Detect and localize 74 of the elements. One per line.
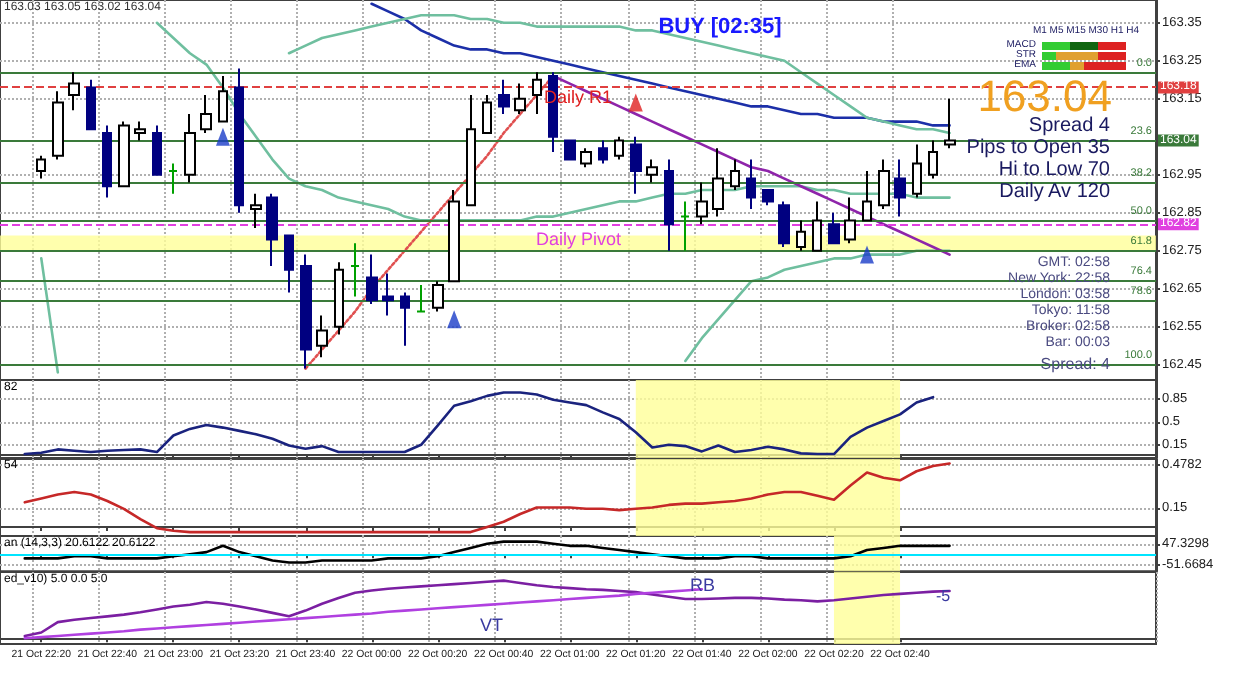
candlestick — [300, 253, 312, 370]
candlestick — [250, 192, 262, 229]
candlestick — [334, 261, 344, 336]
candlestick — [862, 170, 872, 222]
candlestick — [614, 135, 624, 161]
line-series — [23, 391, 935, 456]
annotation: Daily Av 120 — [999, 181, 1111, 203]
candlestick — [482, 94, 492, 134]
annotation: Hi to Low 70 — [998, 159, 1111, 181]
annotation: RB — [690, 575, 716, 595]
candlestick — [514, 82, 526, 115]
candlestick — [844, 196, 856, 245]
candlestick — [118, 120, 130, 188]
candlestick — [646, 158, 658, 184]
candlestick — [894, 158, 906, 218]
candlestick — [778, 200, 790, 248]
candlestick — [730, 158, 740, 191]
candlestick — [366, 253, 378, 305]
candlestick — [52, 90, 64, 161]
candlestick — [448, 189, 460, 283]
annotation: Pips to Open 35 — [966, 137, 1111, 159]
annotation: Daily Pivot — [536, 229, 623, 249]
annotation: Spread 4 — [1028, 115, 1111, 137]
candlestick — [912, 143, 922, 199]
candlestick — [316, 314, 328, 359]
line-series — [23, 540, 951, 564]
line-series — [23, 462, 951, 534]
line-series — [155, 21, 951, 222]
line-series — [287, 13, 951, 135]
candlestick — [598, 139, 608, 165]
candlestick — [86, 78, 96, 131]
candlestick — [36, 154, 46, 180]
point — [860, 245, 874, 264]
candlestick — [350, 242, 360, 298]
candlestick — [218, 75, 228, 123]
candlestick — [630, 135, 642, 195]
candlestick — [200, 94, 212, 134]
candlestick — [498, 78, 510, 115]
candlestick — [152, 124, 162, 176]
candlestick — [466, 94, 476, 207]
candlestick — [400, 291, 410, 347]
candlestick — [168, 162, 178, 195]
candlestick — [680, 200, 690, 252]
candlestick — [532, 71, 542, 115]
candlestick — [664, 158, 674, 252]
candlestick — [284, 234, 294, 294]
candlestick — [580, 147, 592, 169]
candlestick — [944, 97, 956, 150]
candlestick — [696, 181, 708, 226]
candlestick — [68, 71, 80, 112]
candlestick — [102, 124, 112, 199]
candlestick — [796, 219, 806, 252]
candlestick — [416, 284, 426, 313]
annotation: BUY [02:35] — [658, 15, 783, 39]
annotation: -5 — [936, 587, 952, 605]
candlestick — [878, 158, 890, 210]
candlestick — [828, 211, 840, 245]
candlestick — [432, 280, 444, 313]
candlestick — [266, 192, 278, 267]
point — [628, 93, 643, 112]
candlestick — [812, 200, 822, 252]
line-series — [370, 2, 951, 127]
annotation: VT — [480, 615, 505, 635]
candlestick — [746, 158, 756, 210]
candlestick — [564, 139, 576, 161]
candlestick — [234, 67, 244, 214]
candlestick — [928, 139, 938, 180]
candlestick — [382, 272, 394, 317]
candlestick — [762, 189, 774, 207]
candlestick — [712, 147, 724, 218]
point — [447, 310, 462, 329]
candlestick — [184, 113, 196, 184]
point — [215, 127, 230, 146]
candlestick — [134, 120, 146, 142]
